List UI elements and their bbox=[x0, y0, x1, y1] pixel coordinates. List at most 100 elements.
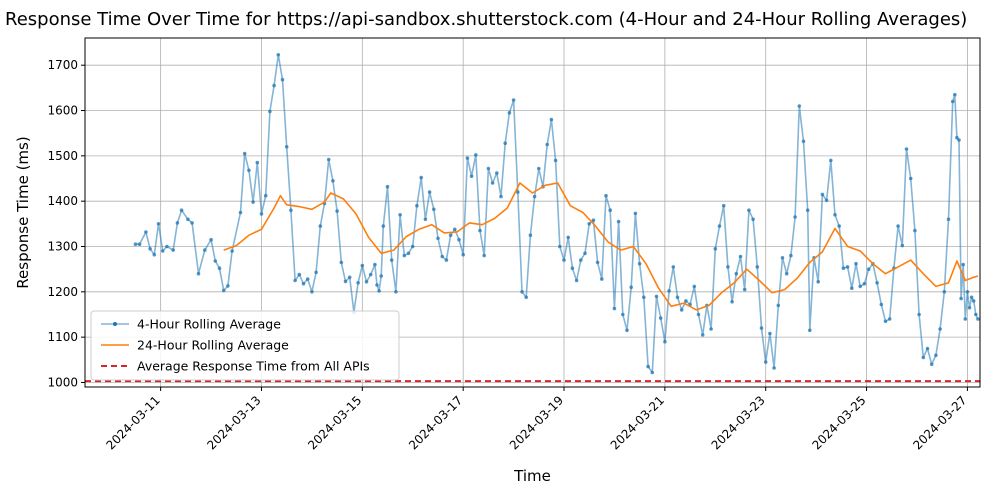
series-4h-point bbox=[247, 168, 251, 173]
legend: 4-Hour Rolling Average 24-Hour Rolling Av… bbox=[90, 310, 400, 381]
x-tick-label: 2024-03-17 bbox=[406, 393, 465, 452]
series-4h-point bbox=[600, 277, 604, 281]
series-4h-point bbox=[406, 251, 411, 256]
series-4h-point bbox=[717, 224, 722, 228]
series-4h-point bbox=[465, 156, 470, 160]
series-4h-point bbox=[203, 248, 207, 252]
series-4h-point bbox=[816, 280, 820, 284]
y-axis-label: Response Time (ms) bbox=[14, 136, 32, 288]
series-4h-point bbox=[967, 305, 972, 310]
series-4h-point bbox=[709, 327, 713, 331]
series-4h-point bbox=[763, 360, 768, 364]
series-4h-point bbox=[896, 224, 900, 228]
x-axis-label: Time bbox=[513, 467, 551, 485]
series-4h-point bbox=[293, 278, 297, 283]
series-4h-point bbox=[230, 249, 234, 253]
series-4h-point bbox=[841, 266, 846, 271]
series-4h-point bbox=[511, 98, 516, 102]
series-4h-point bbox=[553, 158, 558, 163]
series-4h-point bbox=[595, 260, 600, 265]
series-4h-point bbox=[820, 192, 825, 197]
series-4h-point bbox=[226, 284, 230, 288]
series-4h-point bbox=[423, 217, 428, 222]
series-4h-point bbox=[276, 53, 281, 57]
series-4h-point bbox=[950, 99, 955, 104]
series-4h-point bbox=[854, 261, 858, 266]
series-4h-point bbox=[887, 317, 892, 321]
series-4h-point bbox=[845, 265, 850, 269]
series-4h-point bbox=[637, 261, 642, 266]
series-4h-point bbox=[925, 346, 930, 351]
series-4h-point bbox=[524, 295, 528, 300]
series-4h-point bbox=[314, 270, 318, 275]
series-4h-point bbox=[579, 258, 583, 262]
series-4h-point bbox=[808, 328, 812, 333]
series-4h-point bbox=[343, 279, 348, 284]
series-4h-point bbox=[976, 317, 980, 321]
series-4h-point bbox=[507, 111, 512, 115]
series-4h-point bbox=[440, 254, 445, 259]
series-4h-point bbox=[621, 312, 625, 317]
series-4h-point bbox=[675, 295, 680, 300]
series-4h-point bbox=[713, 247, 718, 251]
series-4h-point bbox=[900, 243, 905, 248]
series-4h-point bbox=[969, 295, 974, 300]
series-4h-point bbox=[747, 208, 751, 212]
series-4h-point bbox=[144, 230, 148, 234]
x-tick-label: 2024-03-25 bbox=[809, 393, 868, 452]
series-4h-point bbox=[742, 287, 747, 292]
series-4h-point bbox=[490, 181, 495, 185]
series-4h-point bbox=[784, 271, 789, 276]
series-4h-point bbox=[957, 138, 961, 142]
series-4h-point bbox=[604, 193, 608, 198]
series-4h-point bbox=[305, 277, 310, 281]
y-tick-label: 1700 bbox=[47, 58, 78, 72]
series-4h-point bbox=[427, 190, 432, 194]
y-tick-label: 1600 bbox=[47, 104, 78, 118]
series-4h-point bbox=[667, 289, 671, 293]
series-4h-point bbox=[917, 312, 921, 317]
series-4h-point bbox=[772, 366, 776, 370]
series-4h-point bbox=[259, 212, 264, 216]
series-24h-line bbox=[223, 182, 979, 311]
series-4h-point bbox=[629, 285, 633, 290]
series-4h-point bbox=[934, 353, 938, 358]
series-4h-point bbox=[331, 179, 335, 183]
series-4h-point bbox=[591, 218, 596, 222]
y-tick-label: 1200 bbox=[47, 285, 78, 299]
series-4h-point bbox=[616, 219, 621, 224]
series-4h-point bbox=[495, 171, 499, 175]
series-4h-point bbox=[955, 135, 959, 140]
x-tick-label: 2024-03-11 bbox=[104, 393, 163, 452]
series-4h-point bbox=[587, 222, 591, 226]
series-4h-point bbox=[684, 299, 688, 303]
series-4h-point bbox=[410, 244, 415, 249]
series-4h-point bbox=[419, 175, 424, 180]
series-4h-point bbox=[833, 213, 837, 217]
series-4h-point bbox=[801, 139, 806, 144]
series-4h-point bbox=[904, 147, 909, 151]
series-4h-point bbox=[862, 281, 867, 286]
series-4h-point bbox=[574, 278, 579, 283]
series-4h-point bbox=[165, 244, 169, 249]
series-4h-point bbox=[301, 281, 306, 286]
series-4h-point bbox=[385, 184, 390, 189]
series-4h-point bbox=[692, 284, 697, 289]
series-4h-point bbox=[373, 262, 377, 267]
legend-entry-label: 24-Hour Rolling Average bbox=[137, 338, 289, 353]
series-4h-point bbox=[377, 289, 381, 293]
series-4h-point bbox=[570, 266, 575, 271]
y-tick-label: 1300 bbox=[47, 239, 78, 253]
plot-frame bbox=[84, 37, 981, 388]
legend-box bbox=[90, 310, 400, 381]
series-4h-point bbox=[436, 236, 440, 241]
series-4h-point bbox=[221, 288, 226, 293]
series-4h-point bbox=[837, 224, 841, 228]
series-4h-point bbox=[965, 290, 970, 294]
series-4h-point bbox=[608, 208, 612, 212]
series-4h-point bbox=[879, 302, 884, 307]
series-4h-point bbox=[759, 326, 764, 330]
series-4h-point bbox=[797, 104, 802, 108]
series-4h-point bbox=[532, 194, 537, 199]
series-4h-point bbox=[824, 198, 829, 203]
